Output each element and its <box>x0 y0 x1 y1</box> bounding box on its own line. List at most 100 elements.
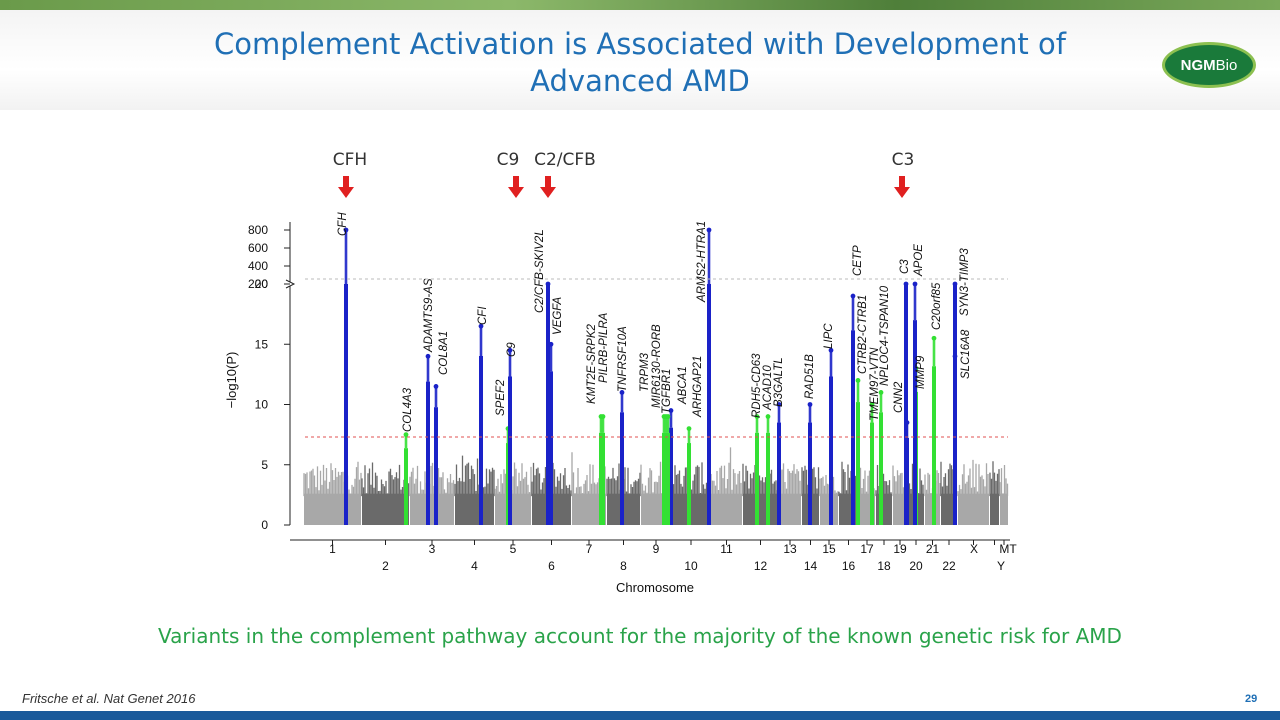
background-band-chr-19 <box>893 493 907 525</box>
locus-bar-b3galtl <box>777 422 781 525</box>
x-tick-label-12: 12 <box>754 559 768 573</box>
x-tick-label-9: 9 <box>653 542 660 556</box>
background-band-chr-12 <box>743 493 778 525</box>
locus-bar-tnfrsf10a <box>620 412 624 525</box>
gene-label-ctrb2-ctrb1: CTRB2-CTRB1 <box>857 295 869 374</box>
x-tick-label-4: 4 <box>471 559 478 573</box>
locus-peak-point-col4a3 <box>403 432 409 438</box>
gene-label-cnn2: CNN2 <box>893 381 905 413</box>
locus-bar-col8a1 <box>434 407 438 525</box>
x-tick-label-2: 2 <box>382 559 389 573</box>
x-tick-label-MT: MT <box>999 542 1017 556</box>
locus-tail-pilrb-pilra <box>601 416 605 433</box>
locus-bar-abca1 <box>666 432 670 525</box>
x-tick-label-14: 14 <box>804 559 818 573</box>
locus-tail-mir6130-rorb <box>664 416 668 433</box>
gene-label-adamts9-as: ADAMTS9-AS <box>423 278 435 353</box>
locus-bar-cfi <box>479 355 483 525</box>
locus-peak-point-ctrb2-ctrb1 <box>855 378 861 383</box>
y-tick-label-600: 600 <box>248 241 268 255</box>
x-tick-label-1: 1 <box>329 542 336 556</box>
y-tick-label-5: 5 <box>261 458 268 472</box>
locus-tail-arms2-htra1 <box>707 230 711 284</box>
background-band-chr-X <box>958 493 989 525</box>
locus-tail-adamts9-as <box>426 356 430 382</box>
background-band-chr-16 <box>839 493 858 525</box>
y-tick-label-800: 800 <box>248 223 268 237</box>
locus-tail-rad51b <box>808 404 812 423</box>
x-tick-label-19: 19 <box>893 542 907 556</box>
gene-label-cfi: CFI <box>477 306 489 325</box>
locus-tail-nploc4-tspan10 <box>879 392 883 413</box>
background-band-chr-MT <box>1000 493 1008 525</box>
y-tick-label-15: 15 <box>255 337 269 351</box>
locus-tail-acad10 <box>766 416 770 433</box>
locus-peak-point-abca1 <box>665 414 671 419</box>
locus-peak-point-nploc4-tspan10 <box>878 390 884 395</box>
callout-arrow-c3 <box>894 176 910 198</box>
background-noise-chr-2 <box>361 462 410 497</box>
gene-label-c9: C9 <box>506 342 518 357</box>
locus-bar-arms2-htra1 <box>707 284 711 525</box>
locus-peak-point-c20orf85 <box>931 335 937 341</box>
locus-tail-rdh5-cd63 <box>755 416 759 433</box>
locus-tail-cetp <box>851 296 855 331</box>
locus-peak-point-tmem97-vtn <box>869 402 875 407</box>
background-noise-chr-5 <box>494 462 532 497</box>
locus-tail-cfh <box>344 230 348 284</box>
locus-bar-ctrb2-ctrb1 <box>856 402 860 525</box>
locus-tail-col8a1 <box>434 386 438 408</box>
locus-peak-point-cfh <box>343 227 349 233</box>
locus-tail-tmem97-vtn <box>870 404 874 423</box>
highlight-points-layer <box>343 227 958 525</box>
callout-label-cfh: CFH <box>333 150 367 170</box>
x-tick-label-3: 3 <box>429 542 436 556</box>
locus-tail-b3galtl <box>777 404 781 423</box>
callout-label-c9: C9 <box>497 150 520 170</box>
gene-label-c2-cfb-skiv2l: C2/CFB-SKIV2L <box>534 229 546 313</box>
callout-label-c3: C3 <box>892 150 915 170</box>
locus-tail-vegfa <box>549 344 553 372</box>
gene-label-mir6130-rorb: MIR6130-RORB <box>651 324 663 408</box>
locus-bar-syn3-timp3 <box>953 284 957 525</box>
gene-label-lipc: LIPC <box>823 323 835 349</box>
x-tick-label-13: 13 <box>783 542 797 556</box>
gene-label-pilrb-pilra: PILRB-PILRA <box>598 312 610 383</box>
background-band-chr-1 <box>304 493 361 525</box>
gene-label-trpm3: TRPM3 <box>639 352 651 392</box>
locus-bar-col4a3 <box>404 448 408 525</box>
locus-bar-rad51b <box>808 422 812 525</box>
locus-bar-acad10 <box>766 432 770 525</box>
gene-label-apoe: APOE <box>913 244 925 277</box>
page-number: 29 <box>1245 693 1258 705</box>
locus-bar-lipc <box>829 376 833 525</box>
locus-bar-c2-cfb-skiv2l <box>546 284 550 525</box>
background-points-layer <box>303 447 1009 525</box>
locus-tail-lipc <box>829 350 833 377</box>
locus-bar-adamts9-as <box>426 381 430 525</box>
callout-label-c2-cfb: C2/CFB <box>534 150 596 170</box>
locus-peak-point-lipc <box>828 347 834 353</box>
locus-bar-c20orf85 <box>932 366 936 525</box>
x-tick-label-16: 16 <box>842 559 856 573</box>
locus-bar-nploc4-tspan10 <box>879 412 883 525</box>
x-tick-label-20: 20 <box>909 559 923 573</box>
company-logo: NGM Bio <box>1162 42 1256 88</box>
background-noise-chr-4 <box>454 455 495 497</box>
locus-tail-kmt2e-srpk2 <box>599 416 603 433</box>
background-band-chr-2 <box>362 493 409 525</box>
gene-label-tnfrsf10a: TNFRSF10A <box>617 326 629 392</box>
locus-tail-col4a3 <box>404 434 408 449</box>
citation: Fritsche et al. Nat Genet 2016 <box>22 691 196 706</box>
locus-tail-trpm3 <box>662 416 666 433</box>
locus-tail-arhgap21 <box>687 428 691 444</box>
locus-bar-tmem97-vtn <box>870 422 874 525</box>
gene-label-nploc4-tspan10: NPLOC4-TSPAN10 <box>879 285 891 386</box>
locus-peak-point-b3galtl <box>776 402 782 407</box>
top-decorative-band <box>0 0 1280 10</box>
locus-peak-point-acad10 <box>765 414 771 419</box>
y-tick-label-400: 400 <box>248 259 268 273</box>
gene-label-c3: C3 <box>899 259 911 274</box>
gene-label-tmem97-vtn: TMEM97-VTN <box>869 347 881 421</box>
locus-peak-point-vegfa <box>548 341 554 347</box>
